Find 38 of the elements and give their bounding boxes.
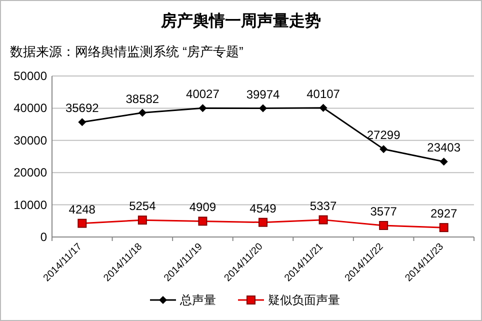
data-label: 4909 <box>189 200 216 214</box>
point <box>198 216 208 226</box>
point <box>78 218 87 228</box>
data-label: 38582 <box>126 92 160 106</box>
data-label: 2927 <box>430 206 458 221</box>
y-tick-label: 50000 <box>14 69 48 83</box>
point <box>379 220 388 230</box>
y-tick-label: 10000 <box>14 198 48 212</box>
point <box>138 108 146 117</box>
data-label: 3577 <box>370 204 398 218</box>
data-label: 4549 <box>250 201 277 216</box>
data-label: 4248 <box>68 202 96 216</box>
point <box>319 104 328 112</box>
point <box>318 215 328 224</box>
data-label: 40107 <box>306 86 340 101</box>
point <box>259 104 267 112</box>
y-tick-label: 20000 <box>14 166 48 180</box>
point <box>439 223 448 232</box>
point <box>380 145 388 154</box>
point <box>198 104 207 112</box>
y-tick-label: 0 <box>40 230 48 244</box>
y-tick-label: 40000 <box>14 101 48 116</box>
data-label: 5254 <box>129 199 156 214</box>
point <box>138 216 147 225</box>
data-label: 23403 <box>427 140 461 155</box>
data-label: 5337 <box>310 198 337 213</box>
chart-subtitle: 数据来源：网络舆情监测系统 “房产专题” <box>10 44 244 59</box>
data-label: 40027 <box>186 87 220 102</box>
point <box>258 218 268 227</box>
legend-label: 总声量 <box>179 293 216 307</box>
y-tick-label: 30000 <box>14 133 48 148</box>
data-label: 39974 <box>246 87 280 102</box>
chart-title: 房产舆情一周声量走势 <box>160 11 321 30</box>
data-label: 35692 <box>65 101 100 116</box>
point <box>78 118 86 126</box>
point <box>440 158 448 166</box>
data-label: 27299 <box>366 128 401 142</box>
legend-label: 疑似负面声量 <box>268 293 340 307</box>
